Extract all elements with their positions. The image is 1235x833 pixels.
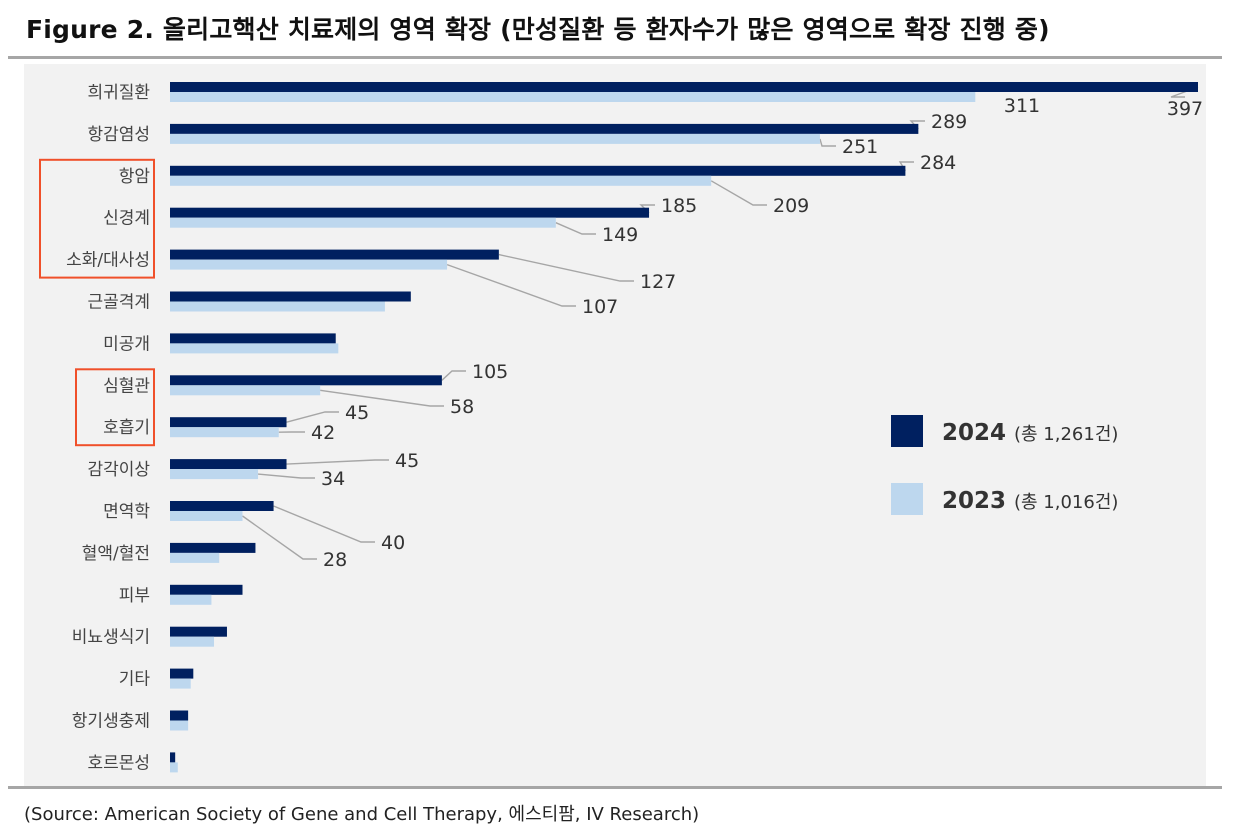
value-label-2023: 58 xyxy=(450,396,474,418)
category-label: 신경계 xyxy=(103,209,150,229)
leader-line xyxy=(446,263,576,307)
leader-line xyxy=(710,180,767,206)
value-label-2023: 34 xyxy=(321,468,345,490)
value-label-2024: 45 xyxy=(395,450,419,472)
bar-2023 xyxy=(170,594,212,605)
legend-label-2024: 2024 xyxy=(942,420,1006,446)
bar-2023 xyxy=(170,720,189,731)
leader-line xyxy=(819,138,836,147)
value-label-2024: 40 xyxy=(381,532,405,554)
category-label: 비뇨생식기 xyxy=(72,628,150,648)
bar-2023 xyxy=(170,762,178,773)
bar-2023 xyxy=(170,217,556,228)
bar-2024 xyxy=(170,710,189,721)
value-label-2023: 311 xyxy=(1004,95,1040,117)
bar-2024 xyxy=(170,668,194,679)
category-label: 감각이상 xyxy=(87,460,150,480)
source-note: (Source: American Society of Gene and Ce… xyxy=(24,804,700,825)
bar-2023 xyxy=(170,343,339,354)
leader-line xyxy=(257,473,315,479)
legend-label-2023: 2023 xyxy=(942,488,1006,514)
bottom-rule xyxy=(8,786,1222,789)
leader-line xyxy=(286,459,389,465)
bar-2024 xyxy=(170,752,176,763)
category-label: 희귀질환 xyxy=(87,83,150,103)
value-label-2023: 209 xyxy=(773,195,809,217)
value-label-2024: 105 xyxy=(472,361,508,383)
category-label: 근골격계 xyxy=(87,293,150,313)
top-rule xyxy=(8,56,1222,59)
category-label: 항기생충제 xyxy=(72,712,150,732)
leader-line xyxy=(555,222,596,235)
category-label: 심혈관 xyxy=(103,376,150,396)
bar-2023 xyxy=(170,636,215,647)
leader-line xyxy=(498,253,634,282)
bar-2023 xyxy=(170,133,820,144)
value-label-2023: 107 xyxy=(582,296,618,318)
bar-2023 xyxy=(170,92,976,102)
category-label: 호르몬성 xyxy=(87,753,150,773)
bar-2024 xyxy=(170,82,1198,92)
bar-2023 xyxy=(170,385,321,396)
value-label-2024: 397 xyxy=(1167,98,1203,120)
bar-2024 xyxy=(170,626,227,637)
category-label: 호흡기 xyxy=(103,418,150,438)
value-label-2024: 185 xyxy=(661,195,697,217)
bar-2024 xyxy=(170,165,906,176)
category-label: 소화/대사성 xyxy=(66,251,150,271)
bar-2023 xyxy=(170,175,712,186)
value-label-2024: 45 xyxy=(345,402,369,424)
bar-2024 xyxy=(170,501,274,511)
highlight-box xyxy=(75,368,155,447)
leader-line xyxy=(242,515,317,560)
legend-swatch-2023 xyxy=(891,483,923,515)
legend-total-2024: (총 1,261건) xyxy=(1014,424,1118,445)
leader-line xyxy=(286,411,339,423)
category-label: 미공개 xyxy=(103,334,150,354)
value-label-2023: 251 xyxy=(842,136,878,158)
category-label: 면역학 xyxy=(103,502,150,522)
bar-2024 xyxy=(170,459,287,470)
leader-line xyxy=(320,389,444,407)
value-label-2023: 28 xyxy=(323,549,347,571)
category-label: 항감염성 xyxy=(87,125,150,145)
value-label-2024: 127 xyxy=(640,271,676,293)
category-label: 항암 xyxy=(119,167,151,187)
value-label-2024: 289 xyxy=(931,111,967,133)
bar-2023 xyxy=(170,427,279,438)
category-label: 피부 xyxy=(119,586,150,606)
leader-line xyxy=(441,370,466,381)
category-label: 혈액/혈전 xyxy=(82,544,150,564)
bar-2023 xyxy=(170,678,191,689)
bar-2023 xyxy=(170,259,448,270)
bar-2024 xyxy=(170,249,499,260)
leader-line xyxy=(273,505,375,543)
bar-2024 xyxy=(170,584,243,595)
value-label-2023: 149 xyxy=(602,224,638,246)
highlight-box xyxy=(39,158,155,279)
bar-2023 xyxy=(170,469,259,480)
legend-total-2023: (총 1,016건) xyxy=(1014,492,1118,513)
legend-swatch-2024 xyxy=(891,415,923,447)
value-label-2023: 42 xyxy=(311,422,335,444)
figure-title: Figure 2. 올리고핵산 치료제의 영역 확장 (만성질환 등 환자수가 … xyxy=(26,15,1050,44)
bar-2023 xyxy=(170,301,385,312)
bar-2024 xyxy=(170,375,442,386)
bar-2024 xyxy=(170,291,411,302)
bar-2024 xyxy=(170,333,336,344)
bar-2023 xyxy=(170,552,220,563)
bar-2024 xyxy=(170,542,256,553)
category-label: 기타 xyxy=(119,670,151,690)
bar-2024 xyxy=(170,123,919,134)
value-label-2024: 284 xyxy=(920,152,956,174)
bar-2023 xyxy=(170,511,243,521)
bar-2024 xyxy=(170,207,650,218)
bar-2024 xyxy=(170,417,287,428)
